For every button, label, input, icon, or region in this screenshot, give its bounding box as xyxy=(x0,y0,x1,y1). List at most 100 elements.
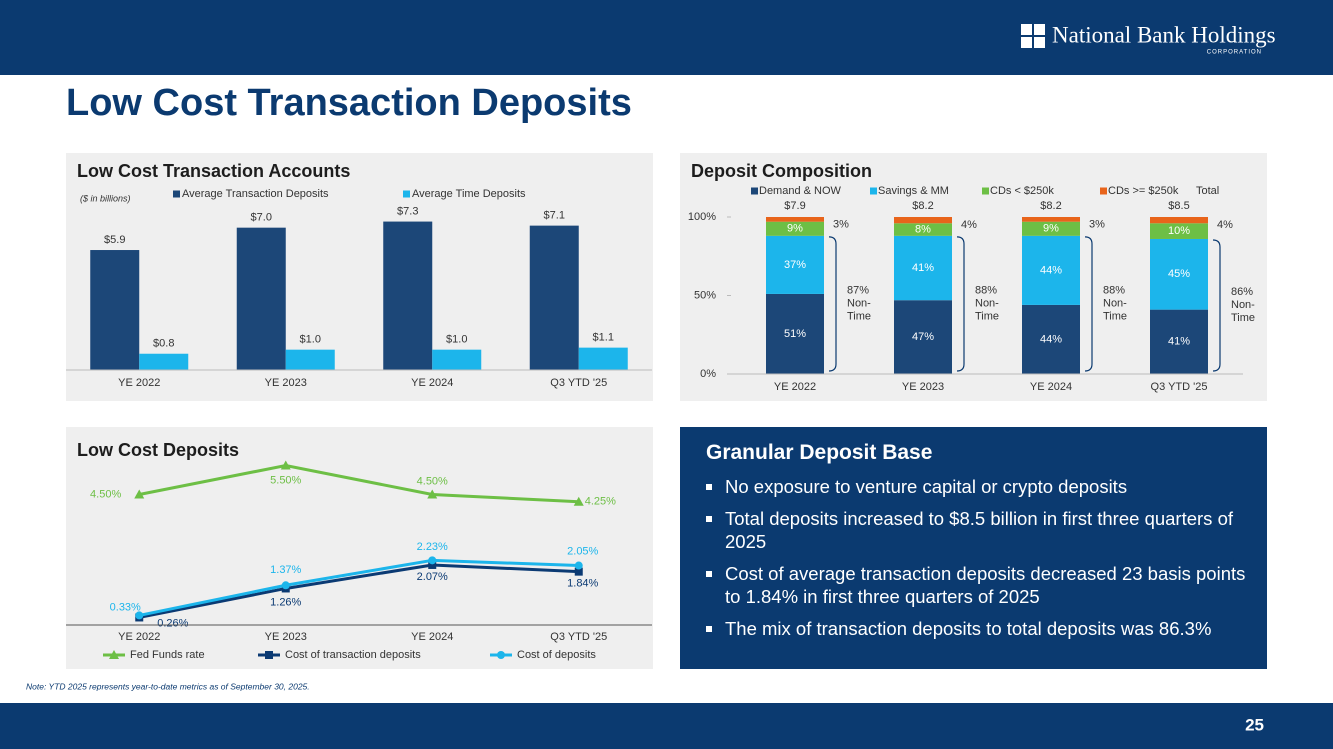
annotation: Non- xyxy=(1103,297,1127,309)
slide-title: Low Cost Transaction Deposits xyxy=(66,82,632,124)
bar xyxy=(90,250,140,370)
data-label: $1.0 xyxy=(300,334,321,346)
logo-text: National Bank Holdings xyxy=(1052,22,1276,47)
footnote: Note: YTD 2025 represents year-to-date m… xyxy=(26,681,310,691)
data-label: 0.33% xyxy=(110,601,141,613)
data-label: 3% xyxy=(833,218,849,230)
total-label: $8.5 xyxy=(1168,200,1189,212)
legend-label: Total xyxy=(1196,185,1219,197)
data-label: 47% xyxy=(912,331,934,343)
chart-subtitle: ($ in billions) xyxy=(80,193,131,203)
data-label: $1.1 xyxy=(593,332,614,344)
marker xyxy=(135,611,144,620)
annotation: Non- xyxy=(847,297,871,309)
data-label: 2.07% xyxy=(417,571,448,583)
chart-title: Deposit Composition xyxy=(691,161,872,181)
legend-swatch xyxy=(751,187,758,195)
chart-title: Low Cost Transaction Accounts xyxy=(77,161,350,181)
data-label: $7.3 xyxy=(397,205,418,217)
x-tick-label: YE 2024 xyxy=(411,377,453,389)
data-label: $7.0 xyxy=(251,212,272,224)
bar-segment xyxy=(894,217,952,224)
legend-label: CDs < $250k xyxy=(990,185,1054,197)
legend-swatch xyxy=(870,187,877,195)
legend-label: CDs >= $250k xyxy=(1108,185,1179,197)
legend-label: Savings & MM xyxy=(878,185,949,197)
total-label: $8.2 xyxy=(912,200,933,212)
bullet: Cost of average transaction deposits dec… xyxy=(706,562,1257,608)
annotation: Non- xyxy=(1231,299,1255,311)
bullet-list: No exposure to venture capital or crypto… xyxy=(706,475,1257,640)
x-tick-label: Q3 YTD '25 xyxy=(550,631,607,643)
bullet: The mix of transaction deposits to total… xyxy=(706,617,1257,640)
text-panel: Granular Deposit Base No exposure to ven… xyxy=(680,427,1267,669)
bracket xyxy=(1212,239,1221,372)
annotation: 87% xyxy=(847,284,869,296)
data-label: 41% xyxy=(1168,336,1190,348)
bar xyxy=(578,347,628,370)
legend-swatch xyxy=(1100,187,1107,195)
data-label: 2.23% xyxy=(417,541,448,553)
marker xyxy=(573,496,584,506)
x-tick-label: YE 2023 xyxy=(902,381,944,393)
bar-segment xyxy=(1022,217,1080,222)
data-label: 4.50% xyxy=(417,475,448,487)
data-label: 10% xyxy=(1168,225,1190,237)
marker xyxy=(427,489,438,499)
line xyxy=(138,463,579,504)
marker xyxy=(497,651,505,659)
y-tick-label: 0% xyxy=(700,368,716,380)
data-label: 4% xyxy=(1217,219,1233,231)
marker xyxy=(428,556,437,565)
data-label: 0.26% xyxy=(157,617,188,629)
line xyxy=(138,563,579,619)
annotation: 88% xyxy=(975,284,997,296)
data-label: 41% xyxy=(912,262,934,274)
bracket xyxy=(956,236,965,372)
data-label: 9% xyxy=(1043,223,1059,235)
data-label: 51% xyxy=(784,328,806,340)
x-tick-label: YE 2022 xyxy=(774,381,816,393)
panel-title: Granular Deposit Base xyxy=(706,441,933,464)
marker xyxy=(281,581,290,590)
x-tick-label: YE 2022 xyxy=(118,631,160,643)
y-tick-label: 100% xyxy=(688,211,716,223)
bar-segment xyxy=(894,300,952,374)
legend-swatch xyxy=(173,190,180,198)
bar xyxy=(285,349,335,370)
bullet: No exposure to venture capital or crypto… xyxy=(706,475,1257,498)
line xyxy=(138,558,579,617)
marker xyxy=(109,650,119,659)
legend-swatch xyxy=(403,190,410,198)
bar xyxy=(383,221,433,370)
legend-label: Cost of transaction deposits xyxy=(285,649,421,661)
logo-icon xyxy=(1021,24,1045,48)
data-label: 1.84% xyxy=(567,578,598,590)
total-label: $8.2 xyxy=(1040,200,1061,212)
legend-label: Average Transaction Deposits xyxy=(182,188,329,200)
marker xyxy=(280,460,291,470)
data-label: 37% xyxy=(784,259,806,271)
x-tick-label: YE 2024 xyxy=(1030,381,1072,393)
marker xyxy=(428,560,437,569)
bar-segment xyxy=(766,221,824,236)
data-label: 4.50% xyxy=(90,488,121,500)
annotation: 88% xyxy=(1103,284,1125,296)
data-label: 5.50% xyxy=(270,474,301,486)
bar-segment xyxy=(1150,238,1208,310)
data-label: 4% xyxy=(961,219,977,231)
bar-segment xyxy=(1150,217,1208,224)
legend-label: Cost of deposits xyxy=(517,649,596,661)
x-tick-label: YE 2022 xyxy=(118,377,160,389)
data-label: 8% xyxy=(915,223,931,235)
bar-segment xyxy=(1150,223,1208,239)
y-tick-label: 50% xyxy=(694,289,716,301)
data-label: $0.8 xyxy=(153,338,174,350)
marker xyxy=(265,651,273,659)
annotation: Time xyxy=(1231,312,1255,324)
bar-segment xyxy=(766,293,824,374)
data-label: 1.37% xyxy=(270,564,301,576)
legend-label: Average Time Deposits xyxy=(412,188,526,200)
data-label: 2.05% xyxy=(567,545,598,557)
